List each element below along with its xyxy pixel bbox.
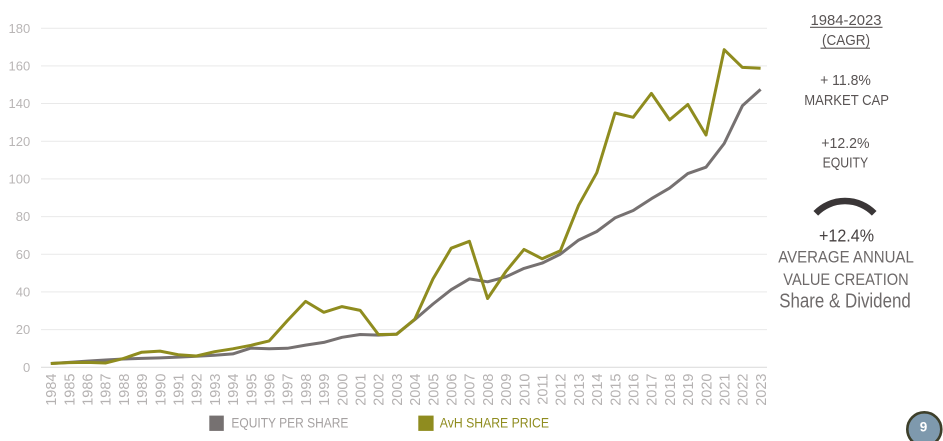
svg-text:160: 160 (8, 59, 30, 74)
svg-text:1989: 1989 (135, 374, 151, 406)
svg-text:2007: 2007 (463, 374, 479, 406)
svg-text:1992: 1992 (190, 374, 206, 406)
svg-text:Share & Dividend: Share & Dividend (779, 291, 911, 313)
svg-text:(CAGR): (CAGR) (822, 32, 870, 49)
svg-text:2015: 2015 (608, 374, 624, 406)
svg-text:20: 20 (16, 322, 30, 337)
svg-text:1997: 1997 (281, 374, 297, 406)
svg-text:2021: 2021 (718, 374, 734, 406)
svg-text:1987: 1987 (99, 374, 115, 406)
svg-text:2011: 2011 (536, 374, 552, 405)
svg-text:+ 11.8%: + 11.8% (820, 72, 871, 89)
svg-text:2022: 2022 (736, 374, 752, 406)
svg-text:1999: 1999 (317, 374, 333, 406)
svg-text:2000: 2000 (335, 374, 351, 406)
svg-text:140: 140 (8, 96, 30, 111)
svg-text:2023: 2023 (754, 374, 770, 406)
svg-text:1991: 1991 (172, 374, 188, 406)
svg-text:80: 80 (16, 209, 30, 224)
svg-text:1988: 1988 (117, 374, 133, 406)
svg-text:2010: 2010 (517, 374, 533, 406)
svg-text:2009: 2009 (499, 374, 515, 406)
svg-text:1994: 1994 (226, 374, 242, 406)
svg-text:2018: 2018 (663, 374, 679, 406)
svg-text:60: 60 (16, 247, 30, 262)
svg-text:1996: 1996 (263, 374, 279, 406)
svg-text:+12.4%: +12.4% (819, 225, 874, 245)
svg-text:9: 9 (920, 419, 928, 434)
svg-text:1995: 1995 (244, 374, 260, 406)
svg-text:MARKET CAP: MARKET CAP (804, 92, 889, 109)
svg-text:2004: 2004 (408, 374, 424, 406)
svg-text:2017: 2017 (645, 374, 661, 406)
svg-text:2008: 2008 (481, 374, 497, 406)
svg-text:1984-2023: 1984-2023 (811, 12, 882, 29)
svg-text:1990: 1990 (153, 374, 169, 406)
svg-text:1993: 1993 (208, 374, 224, 406)
svg-text:EQUITY PER SHARE: EQUITY PER SHARE (231, 415, 348, 431)
svg-text:EQUITY: EQUITY (823, 154, 869, 171)
svg-text:40: 40 (16, 285, 30, 300)
svg-text:2002: 2002 (372, 374, 388, 406)
svg-text:2020: 2020 (699, 374, 715, 406)
svg-text:+12.2%: +12.2% (821, 135, 869, 152)
svg-text:2001: 2001 (354, 374, 370, 406)
svg-text:0: 0 (23, 360, 30, 375)
svg-text:AvH SHARE PRICE: AvH SHARE PRICE (440, 415, 549, 431)
svg-text:2014: 2014 (590, 374, 606, 406)
svg-text:1998: 1998 (299, 374, 315, 406)
svg-text:1986: 1986 (81, 374, 97, 406)
svg-text:2016: 2016 (627, 374, 643, 406)
svg-text:2003: 2003 (390, 374, 406, 406)
svg-text:AVERAGE ANNUAL: AVERAGE ANNUAL (778, 248, 914, 267)
svg-text:1985: 1985 (62, 374, 78, 406)
svg-text:VALUE CREATION: VALUE CREATION (783, 270, 908, 289)
svg-text:2006: 2006 (445, 374, 461, 406)
svg-text:2012: 2012 (554, 374, 570, 406)
svg-text:2013: 2013 (572, 374, 588, 406)
svg-text:180: 180 (8, 21, 30, 36)
svg-text:1984: 1984 (44, 374, 60, 406)
svg-text:100: 100 (8, 172, 30, 187)
svg-text:120: 120 (8, 134, 30, 149)
svg-text:2005: 2005 (426, 374, 442, 406)
svg-text:2019: 2019 (681, 374, 697, 406)
